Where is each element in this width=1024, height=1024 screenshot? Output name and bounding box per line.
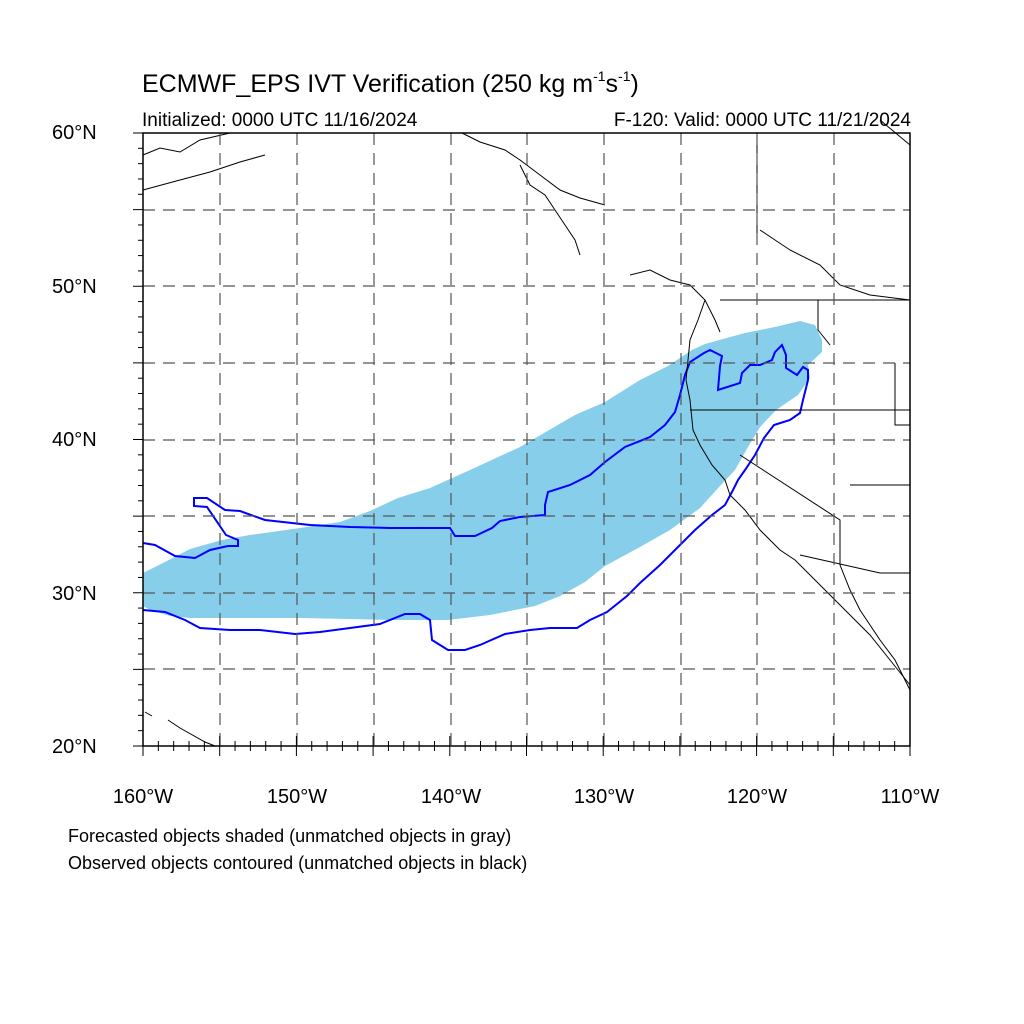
lat-label-50n: 50°N [52, 276, 97, 298]
lon-label-120w: 120°W [726, 786, 788, 808]
valid-time-label: F-120: Valid: 0000 UTC 11/21/2024 [613, 110, 911, 131]
observed-ivt-contour [142, 343, 809, 651]
observed-legend-note: Observed objects contoured (unmatched ob… [68, 853, 528, 873]
lon-label-130w: 130°W [573, 786, 635, 808]
forecast-legend-note: Forecasted objects shaded (unmatched obj… [68, 826, 512, 846]
lon-label-140w: 140°W [420, 786, 482, 808]
lon-label-110w: 110°W [880, 786, 940, 808]
lon-label-160w: 160°W [112, 786, 174, 808]
initialized-label: Initialized: 0000 UTC 11/16/2024 [142, 110, 418, 131]
chart-title: ECMWF_EPS IVT Verification (250 kg m-1s-… [142, 68, 639, 98]
graticule [143, 133, 910, 746]
lon-label-150w: 150°W [266, 786, 328, 808]
lat-label-30n: 30°N [52, 583, 97, 605]
forecast-ivt-object [143, 321, 822, 620]
lat-label-40n: 40°N [52, 429, 97, 451]
lat-label-60n: 60°N [52, 122, 97, 144]
axis-ticks [133, 132, 911, 756]
lat-label-20n: 20°N [52, 736, 97, 758]
